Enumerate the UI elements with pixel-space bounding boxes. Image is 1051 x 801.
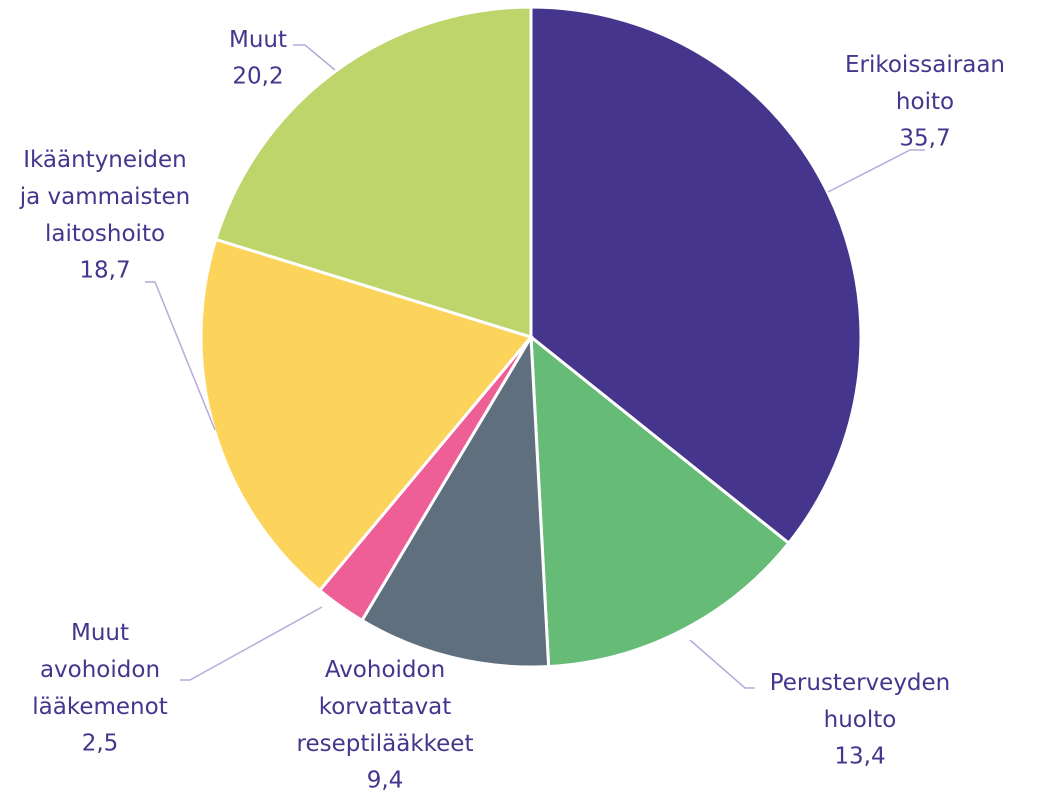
leader-lines [145,44,925,689]
pie-slice [359,332,551,669]
category-label: Avohoidon korvattavat reseptilääkkeet [297,657,474,757]
leader-line [689,639,755,689]
value-label: 13,4 [834,744,885,770]
leader-line [293,44,336,71]
category-label: Muut [229,27,287,53]
pie-slice [213,5,533,340]
category-label: Erikoissairaan hoito [845,52,1005,115]
value-label: 35,7 [899,126,950,152]
leader-line [145,281,216,431]
pie-slice [529,333,791,669]
leader-line [180,606,323,681]
leader-line [827,149,925,193]
slices [199,5,863,669]
category-label: Ikääntyneiden ja vammaisten laitoshoito [19,147,191,247]
value-label: 20,2 [232,64,283,90]
category-label: Muut avohoidon lääkemenot [32,620,167,720]
value-label: 2,5 [82,731,119,757]
category-label: Perusterveyden huolto [770,670,951,733]
value-label: 18,7 [79,258,130,284]
pie-slice [199,237,534,593]
value-label: 9,4 [367,768,404,794]
pie-slice [529,5,863,546]
